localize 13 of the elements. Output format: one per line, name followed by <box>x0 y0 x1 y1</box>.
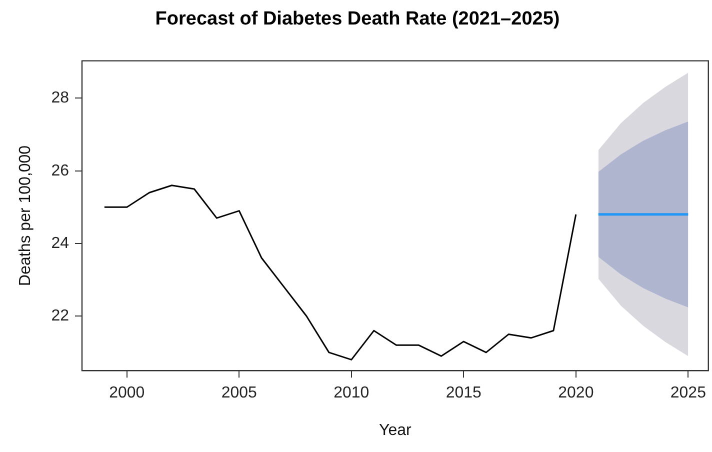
chart-title: Forecast of Diabetes Death Rate (2021–2025) <box>155 8 560 30</box>
y-tick-label: 22 <box>51 308 70 325</box>
x-tick-label: 2020 <box>558 384 594 402</box>
x-tick-label: 2015 <box>446 384 482 402</box>
x-axis-title: Year <box>379 422 412 439</box>
y-tick-label: 28 <box>51 90 70 107</box>
x-tick-label: 2000 <box>109 384 145 402</box>
y-axis-title: Deaths per 100,000 <box>17 145 34 286</box>
y-tick-label: 24 <box>51 234 70 252</box>
x-tick-label: 2025 <box>670 384 706 402</box>
x-tick-label: 2010 <box>334 384 370 402</box>
y-tick-label: 26 <box>51 162 70 180</box>
x-tick-label: 2005 <box>221 384 258 402</box>
